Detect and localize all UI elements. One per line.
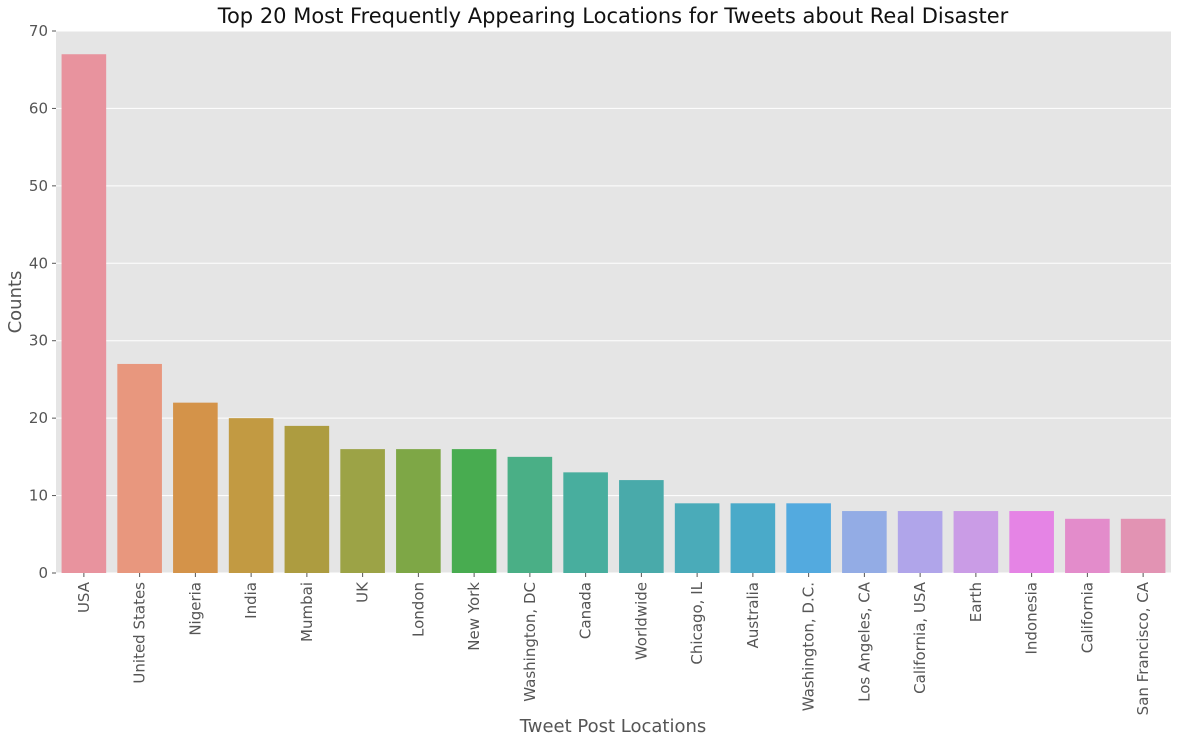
y-tick-label: 0 <box>38 564 48 582</box>
bar-washington-d-c <box>786 503 831 573</box>
bar-uk <box>340 449 385 573</box>
bar-worldwide <box>619 480 664 573</box>
x-tick-label: Worldwide <box>632 582 650 660</box>
x-axis-ticks: USA United States Nigeria India Mumbai UK Lond… <box>75 573 1152 715</box>
bar-san-francisco-ca <box>1120 518 1166 573</box>
bar-united-states <box>117 363 162 573</box>
bar-los-angeles-ca <box>842 511 887 573</box>
y-axis-ticks: 0 10 20 30 40 50 60 70 <box>29 22 56 582</box>
bar-california-usa <box>897 511 943 573</box>
y-axis-label: Counts <box>5 271 26 334</box>
x-tick-label: UK <box>354 581 372 603</box>
bar-london <box>396 449 441 573</box>
x-tick-label: United States <box>131 582 149 684</box>
y-tick-label: 60 <box>29 99 48 117</box>
bar-earth <box>953 511 999 573</box>
bar-india <box>228 418 274 573</box>
x-tick-label: Washington, D.C. <box>800 582 818 711</box>
bar-california <box>1065 518 1110 573</box>
bar-new-york <box>451 449 497 573</box>
x-tick-label: Los Angeles, CA <box>855 581 873 702</box>
bar-nigeria <box>173 402 218 573</box>
bar-washington-dc <box>507 456 553 573</box>
x-tick-label: USA <box>75 581 93 613</box>
x-tick-label: Washington, DC <box>521 582 539 702</box>
x-tick-label: Earth <box>967 582 985 622</box>
y-tick-label: 10 <box>29 487 48 505</box>
bar-canada <box>563 472 608 573</box>
bar-indonesia <box>1009 511 1054 573</box>
y-tick-label: 30 <box>29 332 48 350</box>
plot-area <box>56 31 1171 573</box>
x-tick-label: California, USA <box>911 581 929 694</box>
x-tick-label: California <box>1078 582 1096 653</box>
x-tick-label: Indonesia <box>1023 582 1041 655</box>
x-tick-label: London <box>409 582 427 637</box>
x-tick-label: Chicago, IL <box>688 581 706 664</box>
x-tick-label: New York <box>465 582 483 651</box>
y-tick-label: 20 <box>29 409 48 427</box>
y-tick-label: 40 <box>29 254 48 272</box>
x-tick-label: Australia <box>744 582 762 648</box>
x-tick-label: Canada <box>577 582 595 639</box>
bar-usa <box>61 54 107 573</box>
bar-mumbai <box>284 425 330 573</box>
x-tick-label: Nigeria <box>186 582 204 636</box>
bar-australia <box>730 503 776 573</box>
x-tick-label: India <box>242 582 260 619</box>
x-tick-label: San Francisco, CA <box>1134 581 1152 715</box>
bars <box>61 54 1166 573</box>
chart-title: Top 20 Most Frequently Appearing Locatio… <box>217 4 1009 28</box>
x-tick-label: Mumbai <box>298 582 316 642</box>
bar-chicago-il <box>674 503 720 573</box>
x-axis-label: Tweet Post Locations <box>519 716 707 737</box>
y-tick-label: 50 <box>29 177 48 195</box>
y-tick-label: 70 <box>29 22 48 40</box>
